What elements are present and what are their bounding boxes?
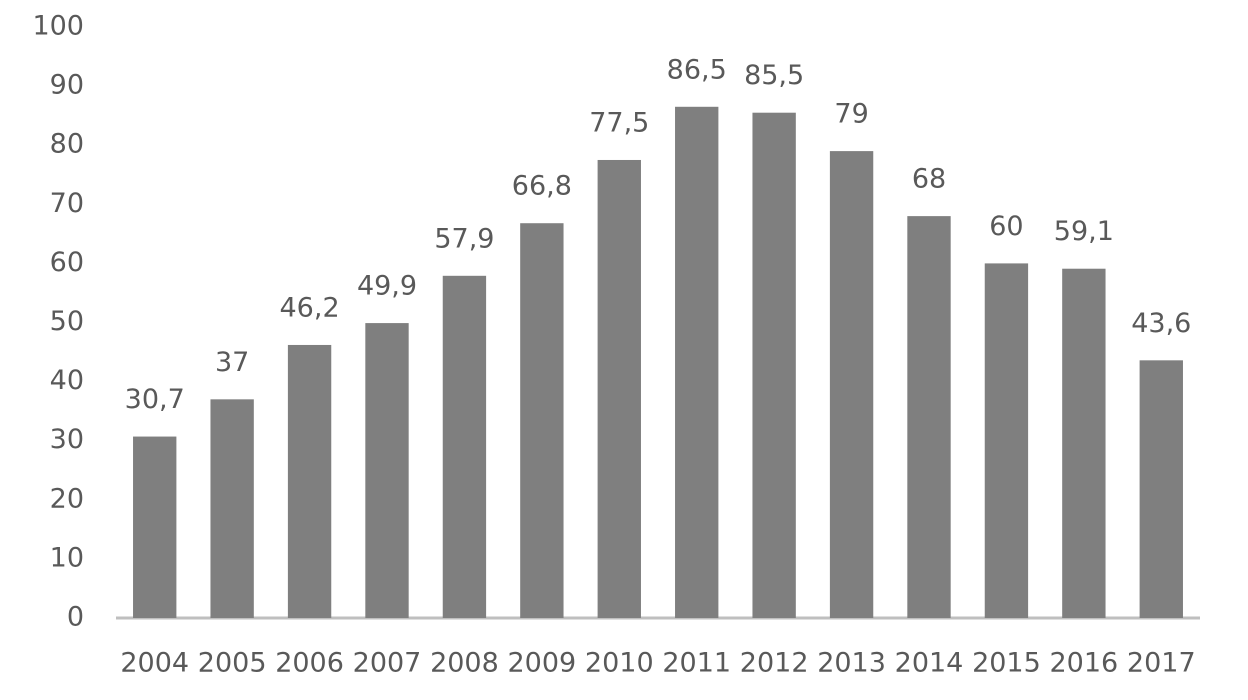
y-tick-label: 70 [50,188,84,219]
bar [984,263,1029,618]
y-tick-label: 10 [50,542,84,573]
value-label: 59,1 [1054,216,1114,247]
y-tick-label: 0 [67,602,84,633]
x-tick-label: 2012 [740,648,809,679]
x-tick-label: 2009 [507,648,576,679]
x-tick-label: 2008 [430,648,499,679]
bar [675,106,719,618]
x-tick-label: 2013 [817,648,886,679]
bar [133,436,177,618]
bar [1062,268,1106,618]
bar [365,323,409,618]
bar [287,344,332,618]
x-tick-label: 2016 [1049,648,1118,679]
x-tick-label: 2014 [895,648,964,679]
bar [597,159,641,618]
x-tick-label: 2011 [662,648,731,679]
y-tick-label: 50 [50,306,84,337]
x-tick-label: 2005 [198,648,267,679]
bar [907,216,951,618]
value-label: 30,7 [125,384,185,415]
bar [829,151,874,619]
bar [210,399,254,618]
value-label: 68 [912,164,946,195]
x-tick-label: 2017 [1127,648,1196,679]
value-label: 43,6 [1131,308,1191,339]
y-tick-label: 60 [50,247,84,278]
value-label: 66,8 [512,171,572,202]
bar [520,223,564,618]
bar [1139,360,1183,618]
value-label: 85,5 [744,60,804,91]
value-label: 37 [215,347,249,378]
x-tick-label: 2006 [275,648,344,679]
x-tick-label: 2004 [120,648,189,679]
value-label: 60 [989,211,1023,242]
y-tick-label: 90 [50,70,84,101]
bar [442,275,487,618]
value-label: 49,9 [357,271,417,302]
value-label: 77,5 [589,107,649,138]
y-tick-label: 40 [50,365,84,396]
x-tick-label: 2010 [585,648,654,679]
value-label: 79 [834,99,868,130]
bar [752,112,796,618]
y-tick-label: 100 [32,11,84,42]
y-tick-label: 80 [50,129,84,160]
y-tick-label: 30 [50,424,84,455]
y-tick-label: 20 [50,483,84,514]
value-label: 86,5 [667,54,727,85]
value-label: 46,2 [280,292,340,323]
x-tick-label: 2015 [972,648,1041,679]
x-tick-label: 2007 [353,648,422,679]
value-label: 57,9 [434,223,494,254]
